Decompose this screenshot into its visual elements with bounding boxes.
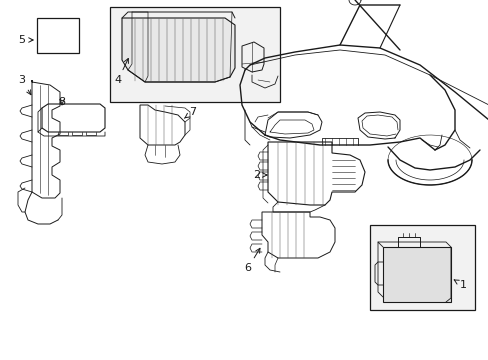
Bar <box>369 225 474 310</box>
Text: 5: 5 <box>19 35 33 45</box>
Text: 1: 1 <box>453 280 466 290</box>
Text: 4: 4 <box>114 58 128 85</box>
Bar <box>382 247 450 302</box>
Text: 3: 3 <box>19 75 31 95</box>
Bar <box>110 7 280 102</box>
Bar <box>37 18 79 53</box>
Polygon shape <box>122 18 235 82</box>
Text: 7: 7 <box>184 107 196 118</box>
Text: 8: 8 <box>59 97 65 107</box>
Text: 2: 2 <box>253 170 266 180</box>
Text: 6: 6 <box>244 248 260 273</box>
